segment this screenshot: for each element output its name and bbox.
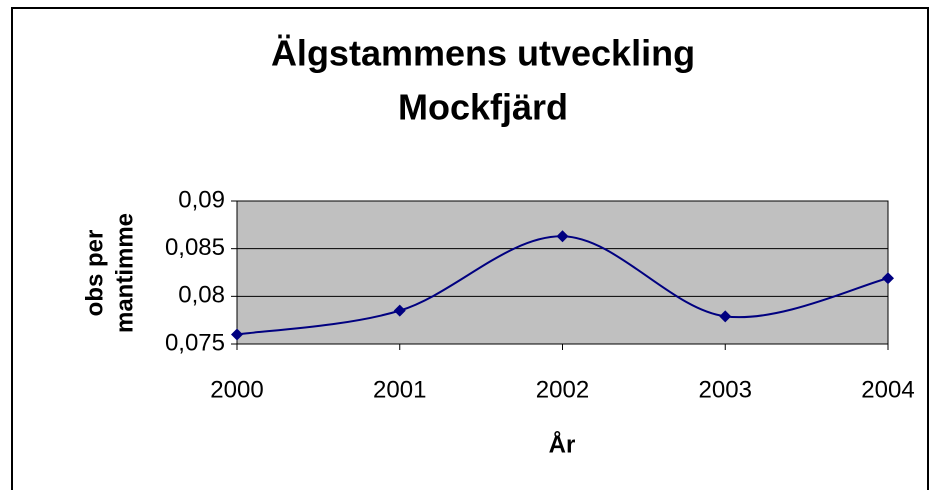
x-axis-title: År bbox=[549, 430, 576, 458]
marker bbox=[393, 304, 406, 317]
y-tick-label: 0,075 bbox=[165, 329, 225, 356]
marker bbox=[231, 328, 243, 341]
marker bbox=[882, 272, 894, 285]
y-tick-label: 0,085 bbox=[165, 234, 225, 261]
x-tick-label: 2003 bbox=[699, 376, 752, 403]
y-tick-label: 0,08 bbox=[178, 282, 225, 309]
marker bbox=[719, 310, 732, 323]
chart-title: Mockfjärd bbox=[398, 87, 568, 128]
chart-border bbox=[11, 7, 929, 490]
chart-title: Älgstammens utveckling bbox=[271, 33, 695, 74]
y-axis-title: obs per bbox=[81, 230, 108, 317]
x-tick-label: 2000 bbox=[210, 376, 263, 403]
y-axis-title: mantimme bbox=[111, 213, 138, 333]
x-tick-label: 2004 bbox=[861, 376, 914, 403]
marker bbox=[556, 230, 569, 243]
x-tick-label: 2001 bbox=[373, 376, 426, 403]
plot-area bbox=[237, 201, 888, 344]
x-tick-label: 2002 bbox=[536, 376, 589, 403]
y-tick-label: 0,09 bbox=[178, 186, 225, 213]
